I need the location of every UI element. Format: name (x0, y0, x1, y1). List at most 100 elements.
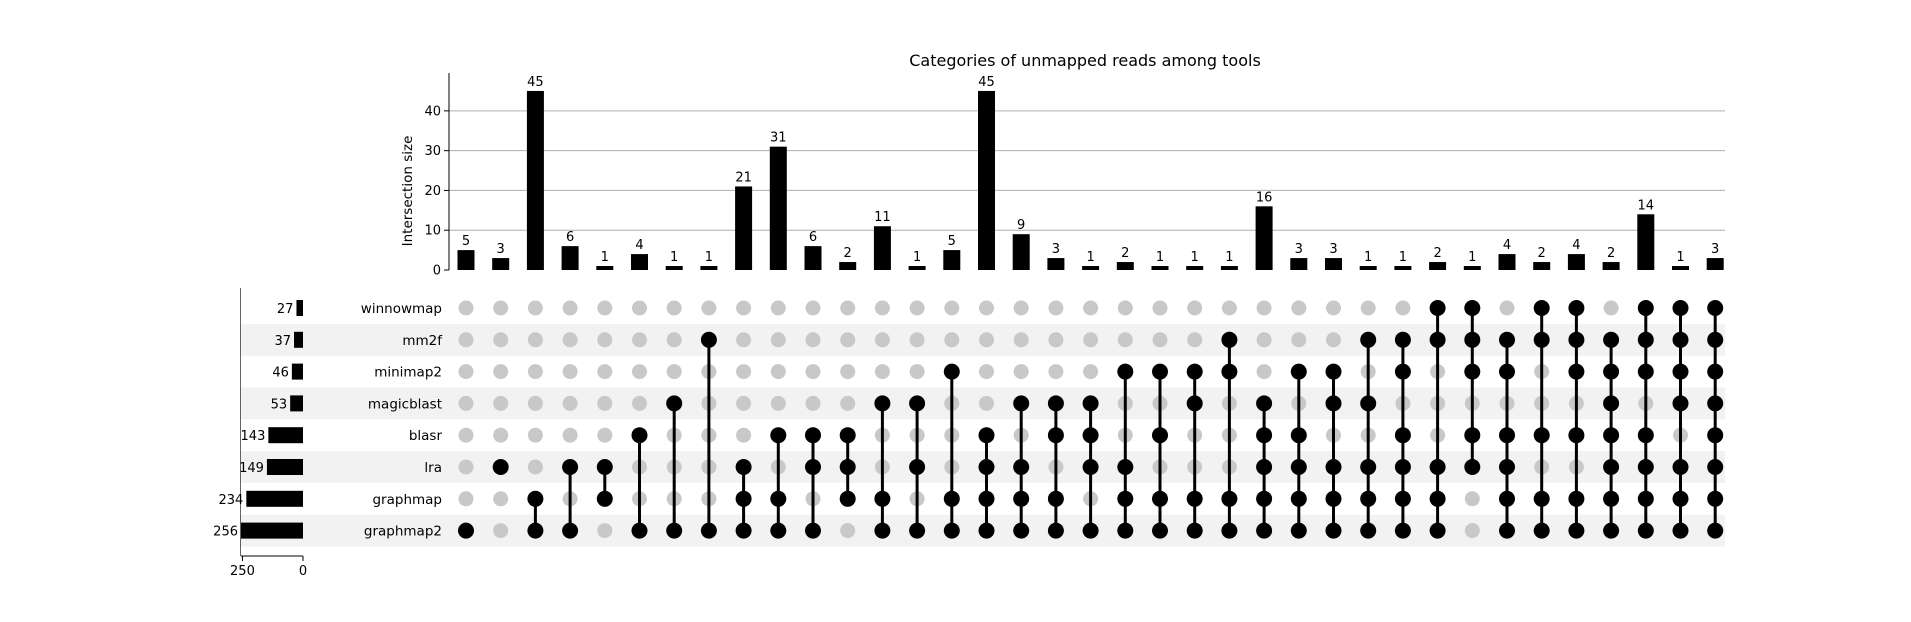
inactive-dot (666, 364, 682, 380)
active-dot (666, 522, 683, 539)
intersection-bar (1533, 262, 1551, 270)
set-size-bar (294, 331, 303, 348)
active-dot (1152, 490, 1168, 507)
active-dot (1256, 459, 1273, 475)
inactive-dot (527, 395, 543, 411)
active-dot (1707, 459, 1724, 475)
inactive-dot (1499, 300, 1515, 316)
inactive-dot (1083, 300, 1099, 316)
inactive-dot (770, 332, 786, 348)
active-dot (735, 522, 752, 539)
active-dot (1152, 363, 1168, 380)
active-dot (1394, 427, 1411, 444)
active-dot (1464, 459, 1481, 475)
set-size-bar (290, 395, 303, 412)
y-tick-label: 40 (424, 104, 441, 119)
intersection-bar (1602, 262, 1620, 270)
inactive-dot (1187, 300, 1203, 316)
inactive-dot (493, 523, 509, 539)
set-size-label: 27 (277, 302, 294, 317)
intersection-bar (908, 266, 926, 270)
set-name-label: minimap2 (374, 365, 442, 381)
active-dot (1082, 459, 1099, 475)
inactive-dot (874, 300, 890, 316)
active-dot (1637, 331, 1654, 348)
inactive-dot (597, 395, 613, 411)
bar-value-label: 6 (566, 230, 574, 245)
active-dot (1290, 522, 1307, 539)
active-dot (1603, 490, 1620, 507)
active-dot (1221, 490, 1238, 507)
inactive-dot (632, 364, 647, 380)
active-dot (1672, 363, 1689, 380)
intersection-bar (943, 250, 961, 270)
active-dot (1394, 459, 1411, 475)
intersection-bar (1567, 254, 1585, 270)
inactive-dot (1013, 300, 1029, 316)
inactive-dot (1464, 491, 1480, 507)
set-size-bars: 27 37 46 53 143 149 234 256 250 0 (213, 288, 307, 579)
y-tick-label: 20 (424, 184, 441, 199)
bar-value-label: 4 (1572, 238, 1580, 253)
intersection-bar (1706, 258, 1724, 270)
active-dot (1603, 459, 1620, 475)
active-dot (1325, 459, 1342, 475)
active-dot (1290, 459, 1307, 475)
active-dot (1360, 331, 1377, 348)
active-dot (1429, 331, 1446, 348)
active-dot (1360, 522, 1377, 539)
active-dot (1325, 395, 1342, 412)
active-dot (1603, 427, 1620, 444)
bar-value-label: 1 (1399, 250, 1407, 265)
active-dot (1568, 427, 1585, 444)
active-dot (1499, 459, 1515, 475)
set-size-bar (268, 427, 303, 444)
set-names: winnowmap mm2f minimap2 magicblast blasr lra g… (361, 301, 443, 540)
bar-value-label: 9 (1017, 218, 1025, 233)
active-dot (1533, 300, 1550, 316)
intersection-bar (1325, 258, 1342, 270)
set-name-label: graphmap (372, 492, 442, 508)
inactive-dot (458, 395, 474, 411)
active-dot (1672, 300, 1689, 316)
inactive-dot (1048, 332, 1064, 348)
intersection-bar (1116, 262, 1134, 270)
bar-value-label: 1 (670, 250, 678, 265)
active-dot (1499, 363, 1515, 380)
active-dot (1464, 427, 1481, 444)
inactive-dot (840, 332, 856, 348)
intersection-bar (1082, 266, 1100, 270)
active-dot (1429, 490, 1446, 507)
inactive-dot (1395, 300, 1411, 316)
inactive-dot (736, 300, 752, 316)
active-dot (1533, 490, 1550, 507)
active-dot (458, 522, 474, 539)
y-tick-label: 0 (433, 264, 441, 279)
inactive-dot (1013, 332, 1029, 348)
inactive-dot (493, 427, 509, 443)
active-dot (1672, 395, 1689, 412)
active-dot (1186, 490, 1203, 507)
active-dot (631, 427, 648, 444)
active-dot (1533, 427, 1550, 444)
active-dot (735, 459, 752, 475)
active-dot (1047, 395, 1064, 412)
active-dot (1637, 459, 1654, 475)
inactive-dot (979, 395, 994, 411)
intersection-bar (1637, 214, 1655, 270)
inactive-dot (562, 364, 578, 380)
intersection-bar (631, 254, 648, 270)
bar-value-label: 2 (1538, 246, 1546, 261)
intersection-bar (873, 226, 891, 270)
inactive-dot (632, 332, 647, 348)
active-dot (1186, 363, 1203, 380)
active-dot (1394, 331, 1411, 348)
active-dot (1290, 363, 1307, 380)
active-dot (1499, 522, 1515, 539)
active-dot (943, 490, 960, 507)
bar-value-label: 14 (1638, 198, 1655, 213)
active-dot (1047, 522, 1064, 539)
active-dot (1256, 490, 1273, 507)
active-dot (1672, 522, 1689, 539)
inactive-dot (1221, 300, 1237, 316)
